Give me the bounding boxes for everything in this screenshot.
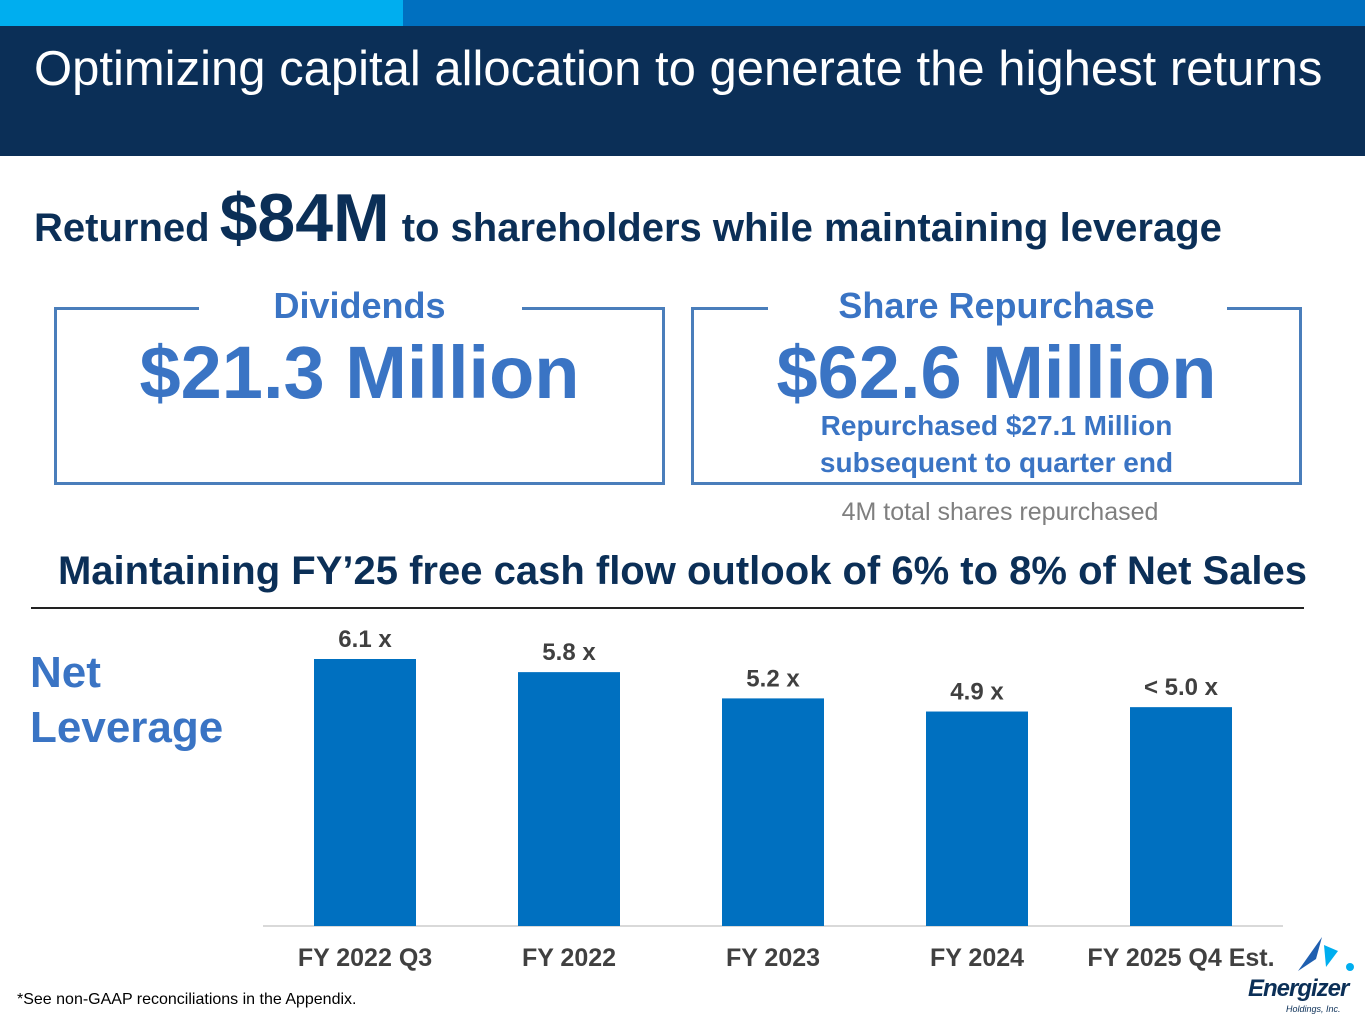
- box-border-right-segment: [522, 307, 665, 310]
- shares-repurchased-note: 4M total shares repurchased: [841, 498, 1159, 526]
- box-border-right-segment: [1227, 307, 1302, 310]
- bar-2: [518, 672, 620, 926]
- title-band: Optimizing capital allocation to generat…: [0, 26, 1365, 156]
- footnote: *See non-GAAP reconciliations in the App…: [17, 991, 357, 1008]
- data-label-4: 4.9 x: [950, 679, 1004, 706]
- data-label-1: 6.1 x: [338, 626, 392, 653]
- category-label-3: FY 2023: [726, 944, 820, 972]
- repurchase-note-line2: subsequent to quarter end: [819, 447, 1174, 478]
- top-accent-bar-light: [0, 0, 403, 26]
- section-divider: [31, 607, 1304, 609]
- logo-subtitle: Holdings, Inc.: [1286, 1004, 1341, 1014]
- category-label-5: FY 2025 Q4 Est.: [1087, 944, 1274, 972]
- net-leverage-label-line1: Net: [30, 648, 101, 697]
- bar-5: [1130, 707, 1232, 926]
- energizer-logo-icon: [1298, 937, 1354, 971]
- bar-4: [926, 711, 1028, 926]
- bar-3: [722, 698, 824, 926]
- logo-wordmark: Energizer: [1248, 975, 1349, 1002]
- headline-suffix: to shareholders while maintaining levera…: [401, 206, 1222, 250]
- returned-headline: Returned $84M to shareholders while mainta…: [34, 178, 1354, 268]
- repurchase-note-line1: Repurchased $27.1 Million: [820, 410, 1173, 441]
- dividends-box: Dividends $21.3 Million: [54, 285, 665, 485]
- data-label-2: 5.8 x: [542, 639, 596, 666]
- category-label-2: FY 2022: [522, 944, 616, 972]
- dividends-label: Dividends: [273, 285, 446, 326]
- top-accent-bar-dark: [403, 0, 1365, 26]
- share-repurchase-label: Share Repurchase: [838, 285, 1155, 326]
- net-leverage-label: Net Leverage: [30, 645, 223, 755]
- box-border-left-segment: [691, 307, 768, 310]
- share-repurchase-value: $62.6 Million: [776, 331, 1217, 414]
- page-title: Optimizing capital allocation to generat…: [34, 42, 1323, 96]
- headline-amount: $84M: [219, 180, 390, 256]
- category-label-4: FY 2024: [930, 944, 1024, 972]
- share-repurchase-box: Share Repurchase $62.6 Million Repurchas…: [691, 285, 1302, 485]
- headline-prefix: Returned: [34, 206, 210, 250]
- dividends-value: $21.3 Million: [139, 331, 580, 414]
- fcf-outlook-heading: Maintaining FY’25 free cash flow outlook…: [57, 549, 1308, 593]
- data-label-3: 5.2 x: [746, 665, 800, 692]
- box-border-left-segment: [54, 307, 199, 310]
- data-label-5: < 5.0 x: [1144, 674, 1219, 701]
- category-label-1: FY 2022 Q3: [298, 944, 432, 972]
- net-leverage-label-line2: Leverage: [30, 703, 224, 752]
- bar-1: [314, 659, 416, 926]
- repurchase-note: Repurchased $27.1 Million subsequent to …: [694, 407, 1299, 481]
